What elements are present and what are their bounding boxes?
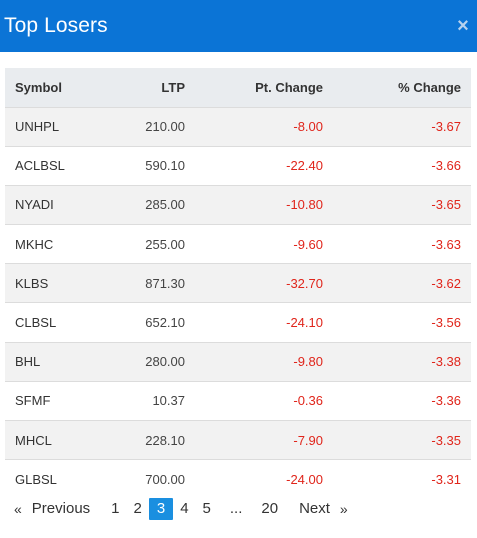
cell-ltp: 285.00 [145,197,185,213]
cell-pt-change: -24.10 [286,315,323,331]
cell-pct-change: -3.65 [431,197,461,213]
modal-title: Top Losers [4,14,108,37]
cell-ltp: 590.10 [145,158,185,174]
cell-ltp: 228.10 [145,432,185,448]
cell-pt-change: -0.36 [293,393,323,409]
losers-table-container: Symbol LTP Pt. Change % Change UNHPL 210.… [5,68,471,499]
first-page-arrow-icon[interactable]: « [14,501,22,517]
table-row[interactable]: MHCL 228.10 -7.90 -3.35 [5,420,471,460]
cell-pt-change: -22.40 [286,158,323,174]
cell-pt-change: -9.80 [293,354,323,370]
table-row[interactable]: ACLBSL 590.10 -22.40 -3.66 [5,146,471,186]
table-row[interactable]: GLBSL 700.00 -24.00 -3.31 [5,459,471,499]
cell-pt-change: -32.70 [286,275,323,291]
cell-pct-change: -3.66 [431,158,461,174]
cell-pct-change: -3.63 [431,236,461,252]
page-link-4[interactable]: 4 [180,500,189,517]
cell-ltp: 871.30 [145,275,185,291]
cell-symbol: NYADI [15,197,54,213]
cell-symbol: BHL [15,354,41,370]
next-page-link[interactable]: Next [299,500,330,517]
cell-symbol: ACLBSL [15,158,65,174]
cell-symbol: KLBS [15,275,49,291]
cell-pct-change: -3.56 [431,315,461,331]
cell-symbol: MKHC [15,236,54,252]
cell-pct-change: -3.36 [431,393,461,409]
column-header-symbol[interactable]: Symbol [15,79,62,95]
cell-ltp: 652.10 [145,315,185,331]
losers-table: Symbol LTP Pt. Change % Change UNHPL 210.… [5,68,471,499]
cell-symbol: MHCL [15,432,52,448]
cell-pt-change: -24.00 [286,472,323,488]
modal-header: Top Losers × [0,0,477,52]
page-link-1[interactable]: 1 [111,500,120,517]
pagination: « Previous 1 2 3 4 5 ... 20 Next » [5,496,352,522]
cell-pct-change: -3.67 [431,119,461,135]
table-row[interactable]: BHL 280.00 -9.80 -3.38 [5,342,471,382]
cell-ltp: 10.37 [152,393,185,409]
table-row[interactable]: NYADI 285.00 -10.80 -3.65 [5,185,471,225]
page-link-2[interactable]: 2 [133,500,142,517]
page-link-last[interactable]: 20 [261,500,279,517]
page-link-5[interactable]: 5 [202,500,211,517]
table-row[interactable]: UNHPL 210.00 -8.00 -3.67 [5,107,471,147]
cell-pt-change: -9.60 [293,236,323,252]
table-header-row: Symbol LTP Pt. Change % Change [5,68,471,107]
cell-ltp: 255.00 [145,236,185,252]
column-header-ltp[interactable]: LTP [161,79,185,95]
cell-pct-change: -3.62 [431,275,461,291]
previous-page-link[interactable]: Previous [31,500,91,517]
cell-symbol: SFMF [15,393,51,409]
table-row[interactable]: MKHC 255.00 -9.60 -3.63 [5,224,471,264]
cell-ltp: 280.00 [145,354,185,370]
cell-symbol: CLBSL [15,315,57,331]
cell-pct-change: -3.35 [431,432,461,448]
cell-pct-change: -3.38 [431,354,461,370]
cell-ltp: 210.00 [145,119,185,135]
cell-pt-change: -8.00 [293,119,323,135]
cell-pt-change: -7.90 [293,432,323,448]
cell-symbol: UNHPL [15,119,60,135]
table-row[interactable]: KLBS 871.30 -32.70 -3.62 [5,263,471,303]
column-header-pt-change[interactable]: Pt. Change [255,79,323,95]
cell-pct-change: -3.31 [431,472,461,488]
page-link-3-active[interactable]: 3 [148,498,174,520]
cell-symbol: GLBSL [15,472,57,488]
pagination-ellipsis: ... [229,500,243,517]
table-row[interactable]: CLBSL 652.10 -24.10 -3.56 [5,302,471,343]
cell-pt-change: -10.80 [286,197,323,213]
close-icon[interactable]: × [457,15,469,37]
table-row[interactable]: SFMF 10.37 -0.36 -3.36 [5,381,471,421]
column-header-pct-change[interactable]: % Change [398,79,461,95]
last-page-arrow-icon[interactable]: » [339,501,348,517]
cell-ltp: 700.00 [145,472,185,488]
